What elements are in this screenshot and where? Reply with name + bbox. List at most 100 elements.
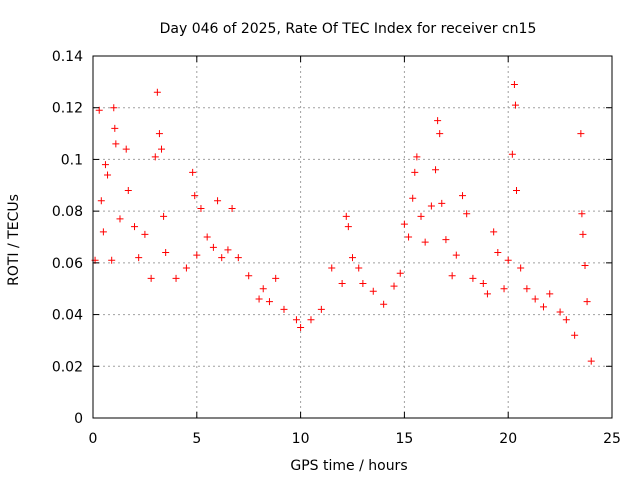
data-point	[259, 285, 267, 293]
y-tick-labels: 0 0.02 0.04 0.06 0.08 0.1 0.12 0.14	[52, 49, 83, 427]
data-point	[483, 290, 491, 298]
data-point	[452, 251, 460, 259]
data-point	[432, 166, 440, 174]
data-point	[328, 264, 336, 272]
data-point	[577, 130, 585, 138]
data-point	[155, 130, 163, 138]
x-tick-label: 25	[603, 431, 621, 447]
y-tick-label: 0.1	[61, 152, 83, 168]
y-tick-label: 0.06	[52, 256, 83, 272]
data-point	[228, 205, 236, 213]
y-tick-label: 0.02	[52, 359, 83, 375]
data-point	[556, 308, 564, 316]
data-point	[193, 251, 201, 259]
data-point	[581, 261, 589, 269]
data-point	[417, 212, 425, 220]
data-point	[116, 215, 124, 223]
data-point	[411, 168, 419, 176]
x-tick-labels: 0 5 10 15 20 25	[89, 431, 621, 447]
data-point	[151, 153, 159, 161]
x-tick-label: 0	[89, 431, 98, 447]
data-point	[546, 290, 554, 298]
plot-frame	[92, 55, 613, 419]
data-point	[508, 150, 516, 158]
data-point	[562, 316, 570, 324]
data-point	[234, 254, 242, 262]
data-point	[578, 210, 586, 218]
data-point	[342, 212, 350, 220]
data-point	[99, 228, 107, 236]
data-point	[135, 254, 143, 262]
data-point	[203, 233, 211, 241]
data-point	[297, 324, 305, 331]
x-tick-label: 5	[192, 431, 201, 447]
data-point	[539, 303, 547, 311]
data-point	[344, 223, 352, 231]
data-point	[272, 274, 280, 282]
data-point	[112, 140, 120, 148]
data-point	[349, 254, 356, 262]
data-point	[531, 295, 539, 303]
axis-ticks	[92, 55, 613, 419]
data-point	[448, 272, 456, 280]
data-point	[517, 264, 525, 272]
data-point	[421, 238, 429, 246]
data-point	[147, 274, 155, 282]
data-point	[153, 88, 161, 96]
data-point	[463, 210, 471, 218]
data-point	[124, 186, 132, 194]
data-point	[479, 280, 487, 288]
data-point	[469, 274, 477, 282]
data-marks	[91, 80, 595, 365]
data-point	[101, 161, 109, 169]
data-point	[579, 230, 587, 238]
data-point	[265, 298, 273, 306]
data-point	[400, 220, 408, 228]
y-tick-label: 0.14	[52, 49, 83, 65]
x-axis-label: GPS time / hours	[290, 458, 407, 474]
data-point	[380, 300, 388, 308]
data-point	[214, 197, 222, 205]
data-point	[442, 236, 450, 244]
data-point	[224, 246, 232, 254]
data-point	[500, 285, 508, 293]
data-point	[292, 316, 300, 324]
data-point	[108, 256, 116, 264]
chart-title: Day 046 of 2025, Rate Of TEC Index for r…	[160, 21, 537, 37]
data-point	[141, 230, 149, 238]
data-point	[209, 243, 217, 251]
data-point	[504, 256, 512, 264]
data-point	[359, 280, 367, 288]
data-point	[280, 305, 288, 313]
data-point	[95, 106, 103, 114]
data-point	[255, 295, 263, 303]
data-point	[369, 287, 377, 295]
data-point	[218, 254, 226, 262]
data-point	[513, 186, 521, 194]
data-point	[122, 145, 130, 153]
data-point	[494, 249, 502, 257]
data-point	[191, 192, 199, 200]
y-tick-label: 0.04	[52, 308, 83, 324]
data-point	[434, 117, 442, 125]
y-tick-label: 0.12	[52, 101, 83, 117]
data-point	[511, 101, 519, 109]
x-tick-label: 15	[395, 431, 413, 447]
data-point	[158, 145, 166, 153]
data-point	[409, 194, 417, 202]
data-point	[245, 272, 253, 280]
data-point	[583, 298, 591, 306]
y-tick-label: 0.08	[52, 204, 83, 220]
x-tick-label: 10	[292, 431, 310, 447]
data-point	[571, 331, 579, 339]
grid-lines	[93, 56, 612, 418]
data-point	[182, 264, 190, 272]
data-point	[338, 280, 346, 288]
y-axis-label: ROTI / TECUs	[6, 194, 22, 286]
data-point	[427, 202, 435, 210]
data-point	[405, 233, 413, 241]
data-point	[197, 205, 205, 213]
data-point	[317, 305, 325, 313]
data-point	[459, 192, 467, 200]
data-point	[160, 212, 168, 220]
